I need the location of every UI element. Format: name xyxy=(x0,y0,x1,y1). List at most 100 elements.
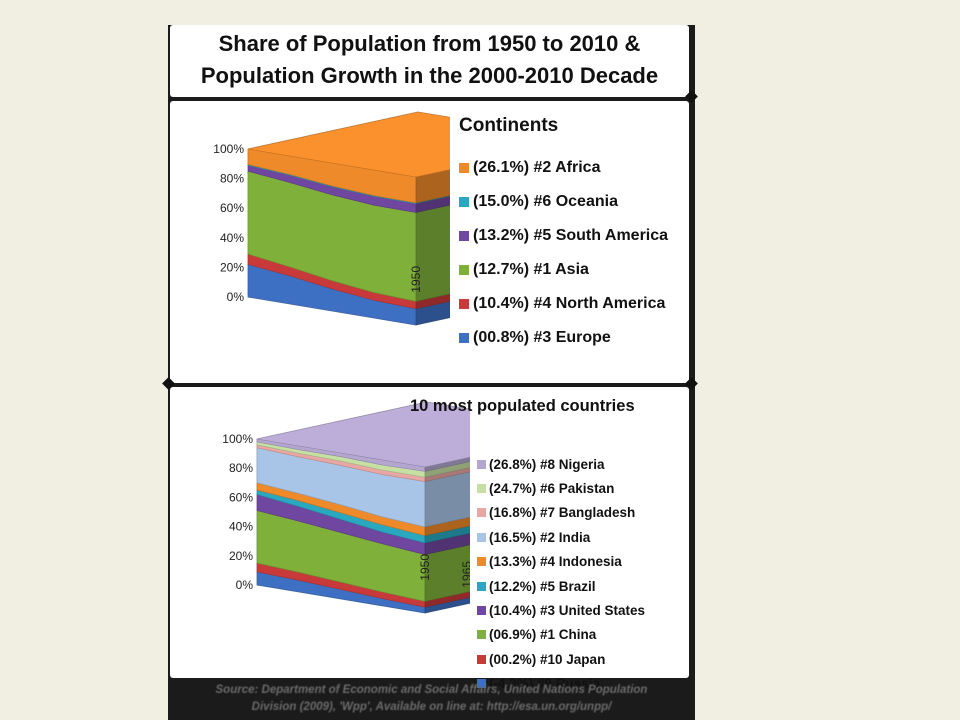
continents-side-south-america xyxy=(415,195,450,213)
source-line-1: Source: Department of Economic and Socia… xyxy=(215,684,648,696)
legend-swatch xyxy=(459,197,469,207)
countries-y-tick: 60% xyxy=(229,490,253,504)
countries-legend-item-japan: (00.2%) #10 Japan xyxy=(477,647,645,671)
legend-label: (-4.3%) #9 Russia xyxy=(489,676,601,692)
continents-legend: (26.1%) #2 Africa (15.0%) #6 Oceania (13.2… xyxy=(459,151,668,355)
continents-legend-item-asia: (12.7%) #1 Asia xyxy=(459,253,668,287)
continents-x-axis: 19501965198019952010 xyxy=(409,266,423,293)
countries-side-japan xyxy=(424,591,470,608)
legend-swatch xyxy=(477,679,486,689)
countries-y-tick: 100% xyxy=(222,432,253,446)
countries-side-united-states xyxy=(424,532,470,555)
legend-label: (10.4%) #3 United States xyxy=(489,603,646,619)
countries-legend-item-indonesia: (13.3%) #4 Indonesia xyxy=(477,550,645,574)
continents-legend-title: Continents xyxy=(459,115,559,136)
source-line-2: Division (2009), 'Wpp', Available on lin… xyxy=(251,701,612,713)
legend-swatch xyxy=(477,532,486,542)
legend-swatch xyxy=(459,299,469,309)
continents-side-asia xyxy=(415,204,450,302)
legend-label: (13.3%) #4 Indonesia xyxy=(489,554,622,570)
countries-panel: 0% 20% 40% 60% 80% 100% 19501965198019952010 1… xyxy=(170,387,689,691)
countries-side-pakistan xyxy=(424,461,470,478)
countries-legend: (26.8%) #8 Nigeria (24.7%) #6 Pakistan (16… xyxy=(477,452,645,696)
countries-y-tick: 40% xyxy=(229,520,253,534)
countries-legend-item-pakistan: (24.7%) #6 Pakistan xyxy=(477,476,645,500)
legend-swatch xyxy=(477,508,486,518)
continents-y-tick: 100% xyxy=(213,142,244,156)
legend-swatch xyxy=(459,265,469,275)
countries-legend-item-bangladesh: (16.8%) #7 Bangladesh xyxy=(477,501,645,525)
legend-label: (06.9%) #1 China xyxy=(489,627,597,643)
continents-chart: 0% 20% 40% 60% 80% 100% 19501965198019952010 xyxy=(213,111,450,326)
continents-series-europe xyxy=(247,264,450,326)
legend-swatch xyxy=(477,606,486,616)
chart-title-line-2: Population Growth in the 2000-2010 Decad… xyxy=(200,63,659,88)
continents-series-north-america xyxy=(247,253,450,310)
continents-side-north-america xyxy=(415,293,450,310)
countries-chart: 0% 20% 40% 60% 80% 100% 19501965198019952010 xyxy=(222,401,470,614)
countries-legend-item-united-states: (10.4%) #3 United States xyxy=(477,598,645,622)
countries-side-india xyxy=(424,471,470,528)
legend-label: (00.2%) #10 Japan xyxy=(489,651,606,667)
countries-y-axis: 0% 20% 40% 60% 80% 100% xyxy=(222,432,253,592)
countries-top-surface xyxy=(256,401,470,468)
countries-y-tick: 20% xyxy=(229,549,253,563)
countries-side-brazil xyxy=(424,525,470,544)
continents-legend-item-europe: (00.8%) #3 Europe xyxy=(459,321,668,355)
countries-side-indonesia xyxy=(424,516,470,536)
legend-label: (12.7%) #1 Asia xyxy=(473,261,589,278)
continents-side-africa xyxy=(415,169,450,204)
slide: Share of Population from 1950 to 2010 & … xyxy=(162,25,698,720)
legend-swatch xyxy=(477,484,486,494)
countries-x-tick: 1965 xyxy=(460,561,470,588)
continents-y-tick: 40% xyxy=(220,231,244,245)
continents-legend-item-south-america: (13.2%) #5 South America xyxy=(459,219,668,253)
continents-legend-item-oceania: (15.0%) #6 Oceania xyxy=(459,185,668,219)
continents-legend-item-north-america: (10.4%) #4 North America xyxy=(459,287,668,321)
legend-label: (00.8%) #3 Europe xyxy=(473,329,611,346)
legend-swatch xyxy=(459,163,469,173)
title-panel: Share of Population from 1950 to 2010 & … xyxy=(170,25,689,97)
countries-side-nigeria xyxy=(424,456,470,472)
legend-label: (26.1%) #2 Africa xyxy=(473,159,601,176)
legend-label: (26.8%) #8 Nigeria xyxy=(489,456,605,472)
countries-side-russia xyxy=(424,597,470,614)
continents-top-surface xyxy=(247,111,450,178)
countries-legend-item-india: (16.5%) #2 India xyxy=(477,525,645,549)
countries-legend-item-nigeria: (26.8%) #8 Nigeria xyxy=(477,452,645,476)
legend-label: (13.2%) #5 South America xyxy=(473,227,669,244)
countries-legend-item-brazil: (12.2%) #5 Brazil xyxy=(477,574,645,598)
countries-series-india xyxy=(256,447,470,528)
continents-y-axis: 0% 20% 40% 60% 80% 100% xyxy=(213,142,244,304)
legend-label: (16.8%) #7 Bangladesh xyxy=(489,505,636,521)
legend-label: (15.0%) #6 Oceania xyxy=(473,193,618,210)
legend-label: (24.7%) #6 Pakistan xyxy=(489,481,615,497)
legend-swatch xyxy=(477,557,486,567)
legend-swatch xyxy=(477,581,486,591)
legend-swatch xyxy=(477,654,486,664)
legend-swatch xyxy=(477,459,486,469)
source-citation: Source: Department of Economic and Socia… xyxy=(168,682,695,716)
continents-panel: 0% 20% 40% 60% 80% 100% 19501965198019952010 C… xyxy=(170,101,689,383)
countries-series-indonesia xyxy=(256,482,470,537)
continents-y-tick: 60% xyxy=(220,201,244,215)
countries-x-axis: 19501965198019952010 xyxy=(418,554,470,588)
countries-y-tick: 80% xyxy=(229,461,253,475)
countries-side-bangladesh xyxy=(424,467,470,482)
legend-swatch xyxy=(459,333,469,343)
countries-legend-item-china: (06.9%) #1 China xyxy=(477,623,645,647)
continents-x-tick: 1950 xyxy=(409,266,423,293)
legend-label: (16.5%) #2 India xyxy=(489,529,591,545)
chart-title-line-1: Share of Population from 1950 to 2010 & xyxy=(218,31,641,56)
continents-series-africa xyxy=(247,148,450,204)
legend-swatch xyxy=(477,630,486,640)
legend-swatch xyxy=(459,231,469,241)
legend-label: (12.2%) #5 Brazil xyxy=(489,578,596,594)
continents-y-tick: 80% xyxy=(220,172,244,186)
countries-side-china xyxy=(424,544,470,602)
countries-y-tick: 0% xyxy=(236,578,254,592)
continents-y-tick: 0% xyxy=(227,290,245,304)
continents-legend-item-africa: (26.1%) #2 Africa xyxy=(459,151,668,185)
continents-y-tick: 20% xyxy=(220,260,244,274)
countries-legend-title: 10 most populated countries xyxy=(410,397,635,415)
